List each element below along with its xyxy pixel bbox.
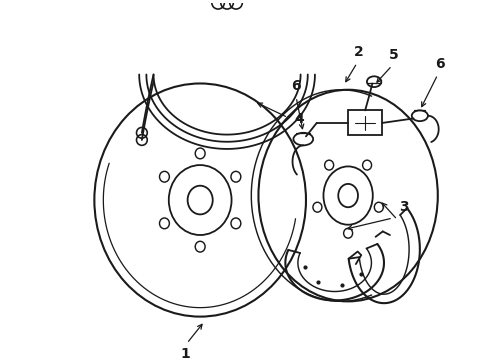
Bar (348, 111, 382, 135)
Text: 5: 5 (389, 48, 399, 62)
Text: 6: 6 (291, 79, 301, 93)
Text: 4: 4 (294, 112, 304, 126)
Text: 1: 1 (180, 347, 190, 360)
Text: 6: 6 (435, 57, 444, 71)
Text: 3: 3 (399, 200, 409, 214)
Text: 2: 2 (354, 45, 364, 59)
